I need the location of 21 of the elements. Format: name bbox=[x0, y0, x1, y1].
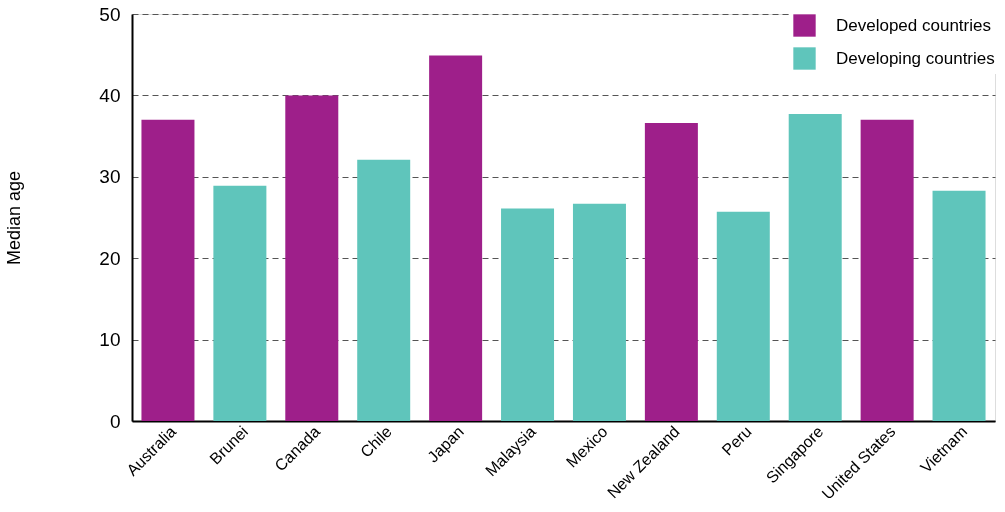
legend-label: Developing countries bbox=[836, 48, 995, 68]
bar bbox=[141, 119, 195, 421]
bar bbox=[788, 114, 842, 421]
y-tick-label: 30 bbox=[99, 166, 121, 188]
legend-label: Developed countries bbox=[836, 15, 991, 35]
bar bbox=[429, 55, 483, 421]
y-tick-label: 20 bbox=[99, 247, 121, 269]
bar bbox=[572, 203, 626, 421]
bar bbox=[644, 123, 698, 421]
bar bbox=[357, 159, 411, 421]
bar bbox=[213, 185, 267, 421]
y-tick-label: 40 bbox=[99, 84, 121, 106]
bar bbox=[285, 95, 339, 421]
bar bbox=[716, 211, 770, 421]
y-tick-label: 50 bbox=[99, 3, 121, 25]
bar bbox=[932, 190, 986, 421]
bar bbox=[860, 119, 914, 421]
y-tick-label: 10 bbox=[99, 329, 121, 351]
y-axis-title: Median age bbox=[4, 170, 25, 266]
y-tick-label: 0 bbox=[109, 410, 121, 432]
bar bbox=[501, 208, 555, 421]
